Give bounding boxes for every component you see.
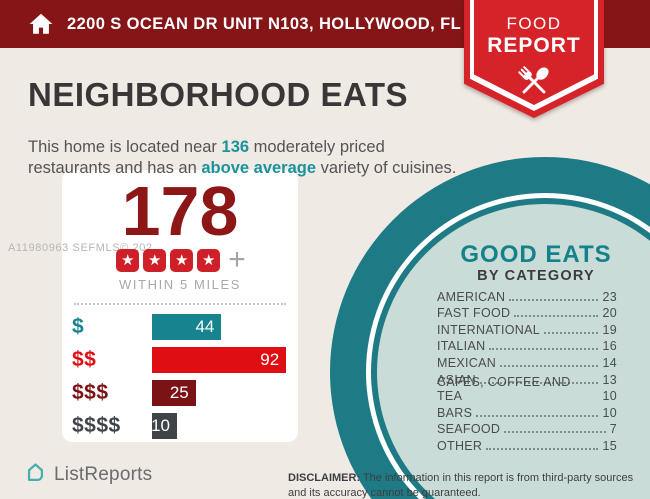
price-bar-row: $$$ 25 xyxy=(72,380,288,406)
disclaimer-text: DISCLAIMER: The information in this repo… xyxy=(288,471,640,499)
category-row: INTERNATIONAL 19 xyxy=(437,320,617,337)
category-count: 23 xyxy=(602,289,617,304)
disclaimer-label: DISCLAIMER: xyxy=(288,472,361,484)
intro-text: This home is located near 136 moderately… xyxy=(28,137,460,181)
price-tier-label: $ xyxy=(72,315,85,338)
price-tier-value: 44 xyxy=(195,317,215,336)
dotted-leader xyxy=(476,414,599,417)
dotted-leader xyxy=(486,447,599,450)
category-count: 10 xyxy=(602,405,617,420)
home-icon xyxy=(28,11,54,37)
price-tier-value: 92 xyxy=(260,350,280,369)
category-count: 15 xyxy=(602,438,617,453)
ribbon-title-line2: REPORT xyxy=(487,33,581,57)
price-tier-value: 10 xyxy=(151,416,170,435)
star-icon: ★ xyxy=(143,248,167,272)
disclaimer-body: The information in this report is from t… xyxy=(288,472,634,499)
star-icon: ★ xyxy=(170,248,194,272)
plus-icon: + xyxy=(228,243,246,276)
category-row: BARS 10 xyxy=(437,403,617,420)
property-address: 2200 S OCEAN DR UNIT N103, HOLLYWOOD, FL… xyxy=(67,14,514,33)
category-label: OTHER xyxy=(437,438,483,453)
dotted-leader xyxy=(489,348,599,351)
category-count: 10 xyxy=(602,389,617,404)
intro-post: variety of cuisines. xyxy=(316,159,457,178)
category-count: 20 xyxy=(602,306,617,321)
good-eats-subtitle: BY CATEGORY xyxy=(477,268,595,284)
restaurant-total-count: 178 xyxy=(121,172,239,250)
price-tier-label: $$ xyxy=(72,348,97,371)
restaurant-count-inline: 136 xyxy=(221,137,250,156)
category-label: MEXICAN xyxy=(437,355,497,370)
price-bar-row: $ 44 xyxy=(72,314,288,340)
star-glyph: ★ xyxy=(175,251,189,269)
price-tier-label: $$$$ xyxy=(72,414,121,437)
category-row: ASIAN 13 xyxy=(437,370,617,387)
price-bar-row: $$$$ 10 xyxy=(72,413,288,439)
ribbon-title: FOOD REPORT xyxy=(464,14,604,57)
dotted-divider xyxy=(74,303,286,305)
category-count: 19 xyxy=(602,322,617,337)
category-row: CAFES, COFFEE AND TEA 10 xyxy=(437,375,617,404)
listreports-brand: ListReports xyxy=(24,461,152,489)
category-row: OTHER 15 xyxy=(437,436,617,453)
intro-pre: This home is located near xyxy=(28,137,222,156)
price-tier-bar: 25 xyxy=(152,380,196,406)
category-label: BARS xyxy=(437,405,473,420)
category-count: 14 xyxy=(602,355,617,370)
radius-caption: WITHIN 5 MILES xyxy=(118,277,242,292)
category-count: 13 xyxy=(602,372,617,387)
category-label: CAFES, COFFEE AND TEA xyxy=(437,375,571,404)
food-report-ribbon: FOOD REPORT xyxy=(464,0,604,118)
category-label: FAST FOOD xyxy=(437,306,511,321)
rating-stars-row: ★ ★ ★ ★ + xyxy=(62,243,298,276)
star-glyph: ★ xyxy=(121,251,135,269)
category-list: AMERICAN 23 FAST FOOD 20 INTERNATIONAL 19 I… xyxy=(437,287,617,453)
category-row: SEAFOOD 7 xyxy=(437,420,617,437)
good-eats-title: GOOD EATS xyxy=(460,241,612,268)
page-title: NEIGHBORHOOD EATS xyxy=(28,76,409,113)
ribbon-title-line1: FOOD xyxy=(506,14,562,33)
star-icon: ★ xyxy=(197,248,221,272)
category-count: 16 xyxy=(602,339,617,354)
category-row: FAST FOOD 20 xyxy=(437,304,617,321)
brand-name: ListReports xyxy=(54,464,153,485)
dotted-leader xyxy=(480,381,599,384)
star-glyph: ★ xyxy=(148,251,162,269)
price-tier-bar: 92 xyxy=(152,347,287,373)
intro-mid: moderately priced restaurants and has an xyxy=(28,137,385,178)
category-row: AMERICAN 23 xyxy=(437,287,617,304)
star-icon: ★ xyxy=(116,248,140,272)
price-tier-bar: 10 xyxy=(151,413,177,439)
dotted-leader xyxy=(504,431,606,434)
category-label: ITALIAN xyxy=(437,339,486,354)
category-count: 7 xyxy=(609,422,617,437)
dotted-leader xyxy=(500,364,599,367)
category-row: MEXICAN 14 xyxy=(437,353,617,370)
price-tier-label: $$$ xyxy=(72,381,109,404)
price-tier-value: 25 xyxy=(169,383,189,402)
dotted-leader xyxy=(543,331,599,334)
restaurant-stats-card: 178 ★ ★ ★ ★ + WITHIN 5 MILES $ 44 $$ 92 … xyxy=(62,170,298,442)
listreports-house-bubble-icon xyxy=(24,461,47,489)
category-label: AMERICAN xyxy=(437,289,506,304)
mls-watermark: A11980963 SEFMLS© 202 xyxy=(8,242,153,254)
price-tier-bar: 44 xyxy=(152,314,222,340)
category-label: ASIAN xyxy=(437,372,477,387)
price-bar-row: $$ 92 xyxy=(72,347,288,373)
crossed-spoon-and-fork-icon xyxy=(512,60,556,109)
price-tier-bar-chart: $ 44 $$ 92 $$$ 25 $$$$ 10 xyxy=(62,314,298,439)
category-label: SEAFOOD xyxy=(437,422,501,437)
dotted-leader xyxy=(509,298,599,301)
category-label: INTERNATIONAL xyxy=(437,322,540,337)
variety-highlight: above average xyxy=(201,159,317,178)
category-row: ITALIAN 16 xyxy=(437,337,617,354)
dotted-leader xyxy=(514,315,599,318)
star-glyph: ★ xyxy=(202,251,216,269)
